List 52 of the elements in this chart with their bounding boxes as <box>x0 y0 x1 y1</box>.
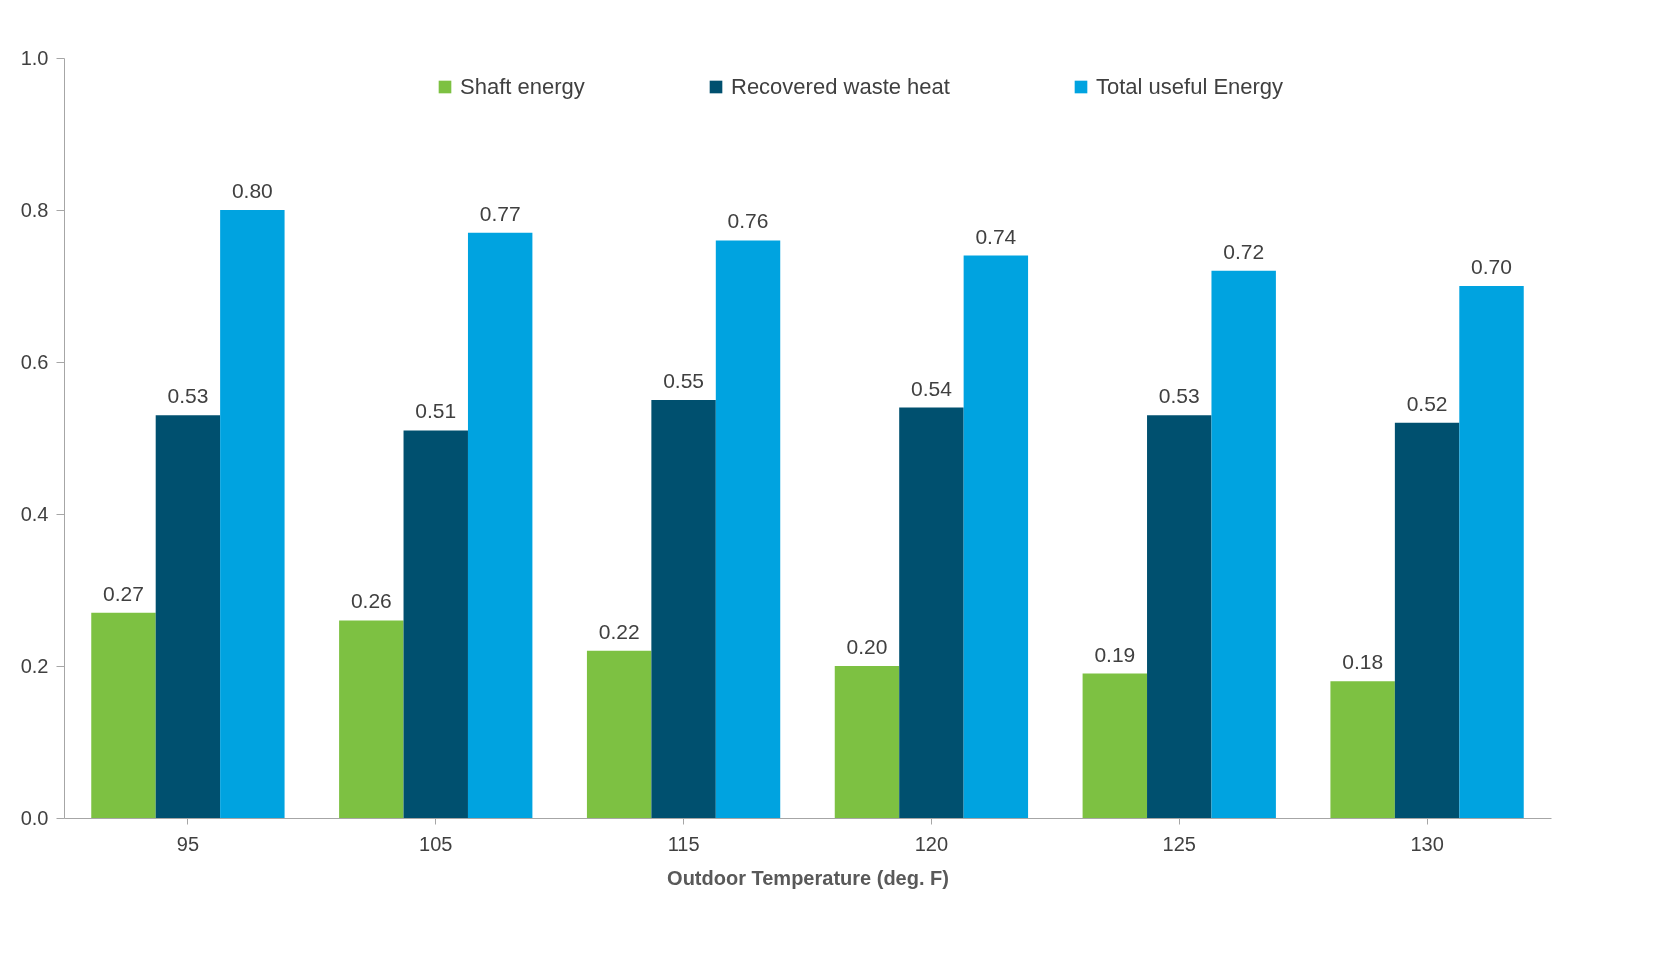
bar <box>339 620 404 818</box>
y-tick-label: 0.4 <box>20 502 49 525</box>
data-label: 0.18 <box>1342 650 1384 674</box>
bar <box>1211 270 1276 818</box>
legend-label: Recovered waste heat <box>731 74 950 99</box>
bar <box>1459 286 1524 818</box>
x-tick-label: 105 <box>419 832 453 855</box>
data-label: 0.76 <box>727 209 769 233</box>
bar <box>91 612 156 818</box>
y-tick-label: 0.8 <box>20 198 49 221</box>
bar <box>651 400 716 818</box>
data-label: 0.19 <box>1094 642 1136 666</box>
x-axis-title: Outdoor Temperature (deg. F) <box>667 866 949 889</box>
bar <box>963 255 1029 818</box>
y-tick-label: 1.0 <box>20 46 49 69</box>
data-label: 0.55 <box>663 369 705 392</box>
legend-label: Total useful Energy <box>1096 74 1284 99</box>
data-label: 0.77 <box>479 201 521 225</box>
data-label: 0.53 <box>167 384 209 408</box>
data-label: 0.80 <box>231 179 273 202</box>
x-tick-label: 115 <box>667 832 700 855</box>
data-label: 0.51 <box>415 399 457 423</box>
data-label: 0.54 <box>910 376 953 400</box>
bar <box>586 650 652 818</box>
y-tick-label: 0.0 <box>20 806 49 829</box>
legend-label: Shaft energy <box>460 74 585 99</box>
data-label: 0.70 <box>1471 255 1512 278</box>
x-tick-label: 125 <box>1162 832 1196 855</box>
data-label: 0.26 <box>350 589 392 613</box>
bar <box>1330 681 1395 818</box>
bar <box>1082 673 1148 818</box>
data-label: 0.52 <box>1406 391 1448 415</box>
bar <box>155 415 221 818</box>
bar <box>899 407 964 818</box>
data-label: 0.22 <box>598 619 640 643</box>
bar <box>1147 415 1212 818</box>
bar <box>834 666 900 818</box>
data-label: 0.27 <box>103 581 144 605</box>
y-tick-label: 0.6 <box>20 350 49 373</box>
data-label: 0.74 <box>975 224 1017 248</box>
data-label: 0.72 <box>1223 239 1265 263</box>
y-tick-label: 0.2 <box>20 654 49 677</box>
data-label: 0.53 <box>1158 384 1200 408</box>
bar <box>403 430 468 818</box>
x-tick-label: 130 <box>1410 832 1444 855</box>
bar <box>467 232 533 818</box>
bar <box>715 240 781 818</box>
bar <box>220 210 285 818</box>
x-tick-label: 120 <box>914 832 949 855</box>
bar <box>1394 422 1460 818</box>
data-label: 0.20 <box>846 635 888 658</box>
x-tick-label: 95 <box>176 832 200 855</box>
